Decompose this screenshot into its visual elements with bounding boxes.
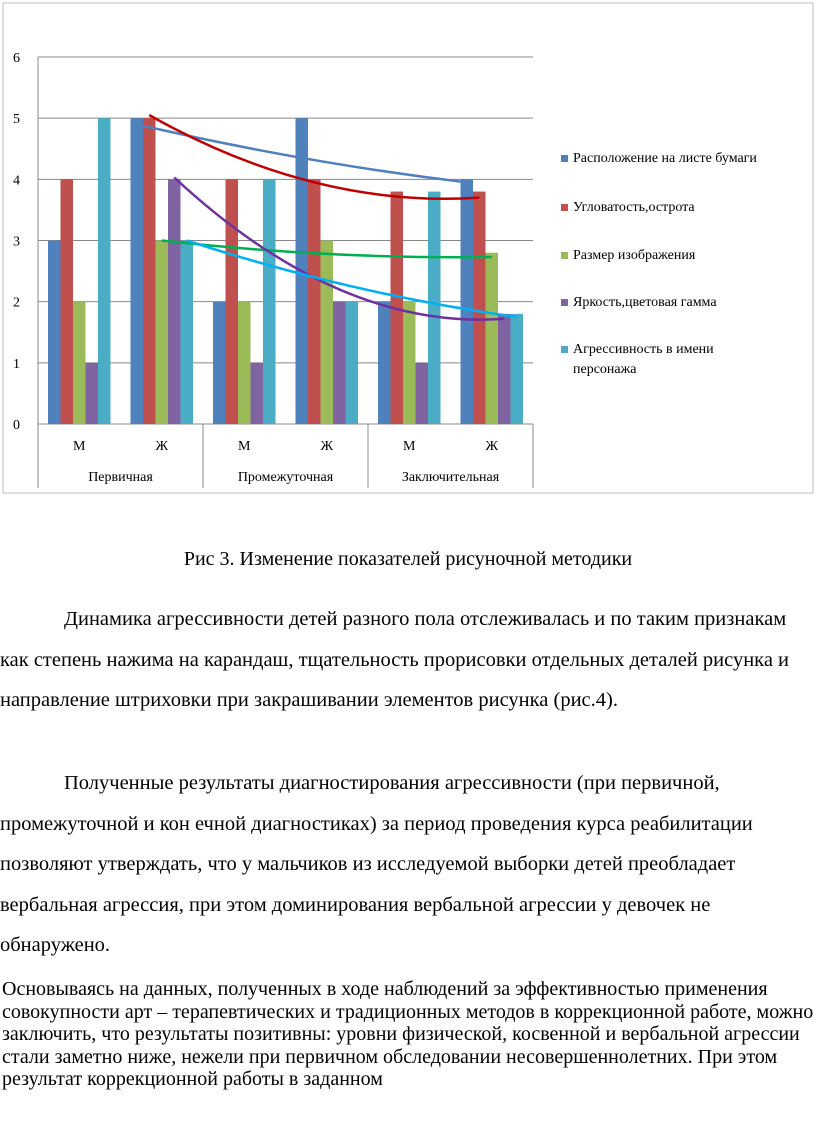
y-tick-label: 0 — [13, 418, 20, 433]
bar — [263, 179, 276, 424]
paragraph-3: Основываясь на данных, полученных в ходе… — [2, 978, 814, 1090]
bar — [143, 118, 156, 425]
paragraph-2: Полученные результаты диагностирования а… — [0, 763, 816, 966]
bar — [403, 301, 416, 424]
trend-line — [186, 239, 517, 319]
bar — [333, 301, 346, 424]
legend-swatch — [561, 155, 568, 162]
bar — [155, 240, 168, 424]
bar — [510, 313, 523, 424]
bar — [378, 301, 391, 424]
legend-label: Размер изображения — [573, 248, 696, 263]
bar — [213, 301, 226, 424]
figure-caption: Рис 3. Изменение показателей рисуночной … — [183, 548, 633, 570]
legend-swatch — [561, 346, 568, 353]
legend-swatch — [561, 299, 568, 306]
group-label: Заключительная — [402, 470, 500, 485]
bar — [428, 191, 441, 424]
x-tick-label: М — [238, 439, 251, 454]
bar — [180, 240, 193, 424]
chart-border — [2, 2, 814, 494]
bar — [345, 301, 358, 424]
bar — [225, 179, 238, 424]
group-label: Первичная — [88, 470, 153, 485]
bar — [98, 118, 111, 425]
paragraph-1: Динамика агрессивности детей разного пол… — [0, 599, 816, 721]
trend-line — [173, 176, 505, 321]
legend-label: Агрессивность в имени — [573, 342, 714, 357]
bar — [498, 313, 511, 424]
legend-swatch — [561, 204, 568, 211]
y-tick-label: 2 — [13, 296, 20, 311]
trend-line — [148, 114, 480, 201]
bar — [460, 179, 473, 424]
x-tick-label: М — [73, 439, 86, 454]
paragraph-1-text: Динамика агрессивности детей разного пол… — [0, 608, 790, 711]
y-tick-label: 4 — [13, 173, 20, 188]
bar — [485, 252, 498, 424]
bar — [73, 301, 86, 424]
bar — [250, 362, 263, 424]
legend-label: Угловатость,острота — [573, 200, 695, 215]
legend-swatch — [561, 252, 568, 259]
x-tick-label: Ж — [320, 439, 333, 454]
legend-label: Яркость,цветовая гамма — [573, 295, 717, 310]
trend-line — [136, 123, 467, 184]
bar — [473, 191, 486, 424]
bar-chart: 0 1 2 3 4 5 6 М Ж М Ж М Ж Первичная Промежуточная Заклю… — [2, 2, 814, 494]
x-tick-label: М — [403, 439, 416, 454]
bar — [130, 118, 143, 425]
bar — [308, 179, 321, 424]
legend-label: персонажа — [573, 362, 637, 377]
bar — [415, 362, 428, 424]
bar — [168, 179, 181, 424]
bar — [60, 179, 73, 424]
x-tick-label: Ж — [155, 439, 168, 454]
bar — [320, 240, 333, 424]
y-tick-label: 6 — [13, 51, 20, 66]
y-tick-label: 5 — [13, 112, 20, 127]
y-tick-label: 3 — [13, 235, 20, 250]
x-tick-label: Ж — [485, 439, 498, 454]
bar — [48, 240, 61, 424]
trend-line — [161, 239, 492, 259]
legend-label: Расположение на листе бумаги — [573, 151, 757, 166]
y-tick-label: 1 — [13, 357, 20, 372]
bar — [85, 362, 98, 424]
group-label: Промежуточная — [238, 470, 334, 485]
paragraph-2-text: Полученные результаты диагностирования а… — [0, 772, 753, 956]
bar — [238, 301, 251, 424]
